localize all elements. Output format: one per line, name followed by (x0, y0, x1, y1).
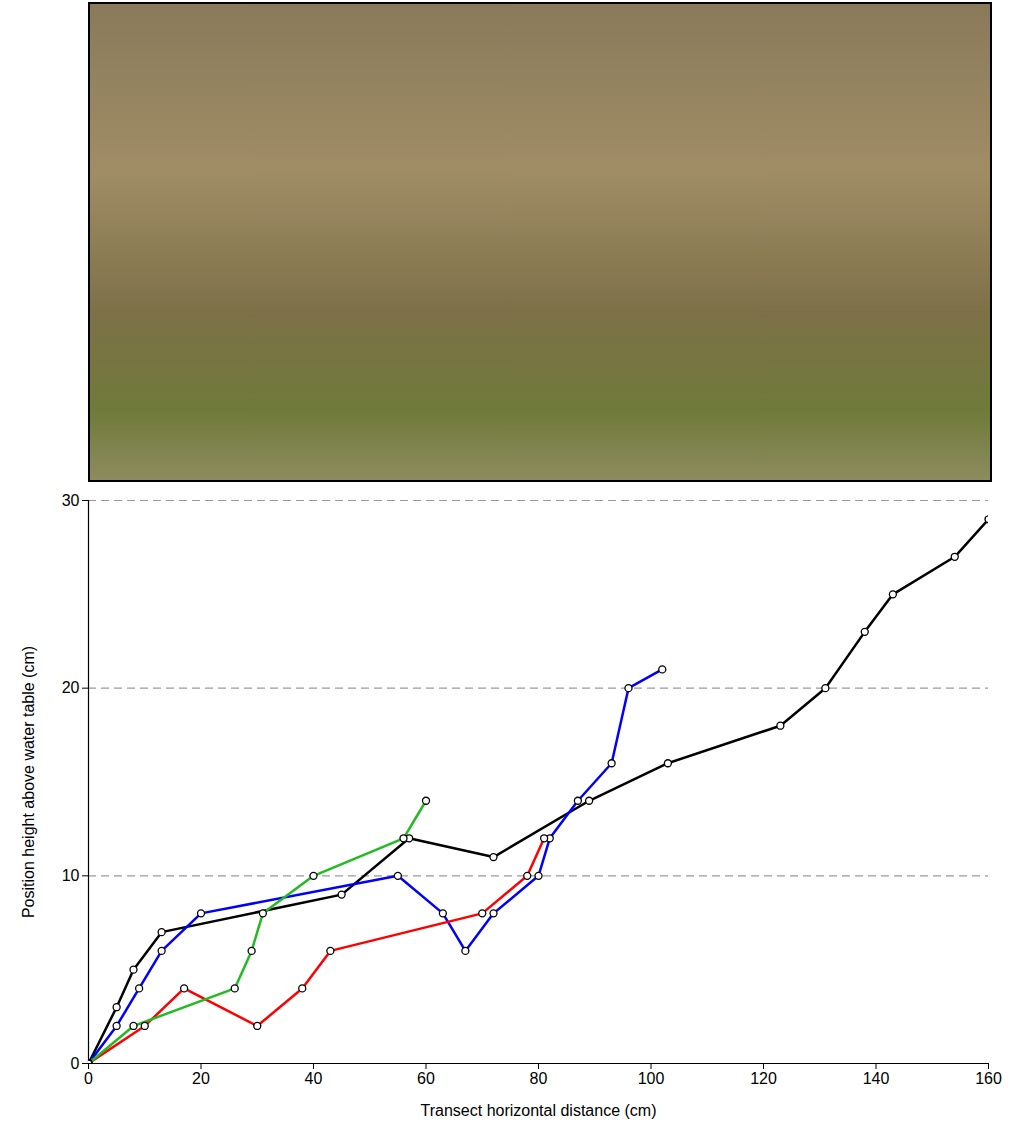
svg-text:20: 20 (192, 1070, 210, 1087)
svg-text:30: 30 (62, 492, 80, 509)
svg-text:160: 160 (975, 1070, 1002, 1087)
svg-text:Transect horizontal distance (: Transect horizontal distance (cm) (421, 1102, 657, 1119)
svg-text:0: 0 (71, 1055, 80, 1072)
svg-text:140: 140 (863, 1070, 890, 1087)
svg-text:120: 120 (750, 1070, 777, 1087)
svg-text:Position height above water ta: Position height above water table (cm) (20, 646, 37, 918)
svg-text:10: 10 (62, 867, 80, 884)
svg-text:20: 20 (62, 679, 80, 696)
svg-text:60: 60 (417, 1070, 435, 1087)
svg-text:40: 40 (305, 1070, 323, 1087)
svg-text:80: 80 (530, 1070, 548, 1087)
svg-text:100: 100 (638, 1070, 665, 1087)
svg-text:0: 0 (84, 1070, 93, 1087)
